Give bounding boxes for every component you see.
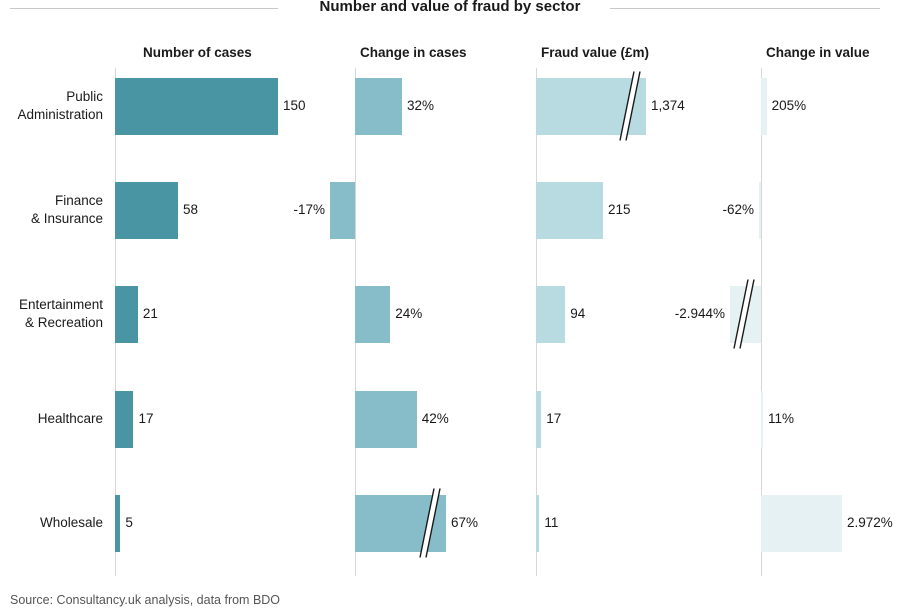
zero-axis-change-value bbox=[761, 68, 762, 576]
value-label-fraud-value: 94 bbox=[570, 306, 586, 321]
value-label-change-cases: 32% bbox=[407, 98, 435, 113]
value-label-fraud-value: 1,374 bbox=[651, 98, 685, 113]
value-label-change-value: -62% bbox=[722, 202, 754, 217]
value-label-fraud-value: 11 bbox=[544, 515, 559, 530]
bar-change-cases bbox=[330, 181, 355, 239]
bar-change-cases bbox=[355, 494, 446, 552]
category-label-line: Finance bbox=[54, 193, 103, 208]
bar-fraud-value bbox=[536, 494, 540, 552]
title-rule-right bbox=[610, 8, 880, 9]
category-label-line: Entertainment bbox=[18, 297, 103, 312]
chart-title: Number and value of fraud by sector bbox=[319, 0, 581, 15]
column-header-change-cases: Change in cases bbox=[360, 45, 467, 60]
bar-fraud-value bbox=[536, 181, 603, 239]
bar-change-value bbox=[759, 181, 761, 239]
category-label-line: Healthcare bbox=[37, 411, 103, 426]
column-header-fraud-value: Fraud value (£m) bbox=[541, 45, 650, 60]
bar-change-cases bbox=[355, 390, 417, 448]
value-label-cases: 5 bbox=[125, 515, 133, 530]
bar-change-value bbox=[761, 390, 763, 448]
bar-change-cases bbox=[355, 77, 402, 135]
bar-cases bbox=[115, 77, 278, 135]
bar-change-value bbox=[761, 494, 842, 552]
value-label-change-value: 11% bbox=[768, 411, 795, 426]
value-label-change-cases: 67% bbox=[451, 515, 479, 530]
value-label-change-value: 2.972% bbox=[847, 515, 893, 530]
source-note: Source: Consultancy.uk analysis, data fr… bbox=[10, 593, 281, 607]
category-label: Public Administration bbox=[17, 88, 103, 124]
value-label-cases: 17 bbox=[138, 411, 154, 426]
bar-change-cases bbox=[355, 285, 391, 343]
column-header-change-value: Change in value bbox=[766, 45, 870, 60]
value-label-fraud-value: 215 bbox=[608, 202, 631, 217]
bar-change-value bbox=[730, 285, 761, 343]
category-label-line: Public bbox=[66, 89, 103, 104]
value-label-fraud-value: 17 bbox=[546, 411, 562, 426]
category-label-line: & Insurance bbox=[30, 211, 103, 226]
bar-cases bbox=[115, 390, 134, 448]
bar-cases bbox=[115, 494, 121, 552]
category-label: Entertainment & Recreation bbox=[19, 296, 103, 332]
value-label-change-cases: 24% bbox=[395, 306, 423, 321]
value-label-change-value: 205% bbox=[771, 98, 807, 113]
value-label-cases: 150 bbox=[283, 98, 306, 113]
bar-cases bbox=[115, 181, 179, 239]
category-label-line: Wholesale bbox=[39, 515, 103, 530]
bar-fraud-value bbox=[536, 77, 646, 135]
value-label-change-cases: 42% bbox=[421, 411, 449, 426]
category-label-line: Administration bbox=[17, 107, 103, 122]
value-label-change-value: -2.944% bbox=[674, 306, 725, 321]
value-label-cases: 21 bbox=[142, 306, 158, 321]
category-label-line: & Recreation bbox=[24, 315, 103, 330]
bar-change-value bbox=[761, 77, 767, 135]
value-label-change-cases: -17% bbox=[293, 202, 326, 217]
value-label-cases: 58 bbox=[183, 202, 199, 217]
category-label: Finance & Insurance bbox=[31, 192, 103, 228]
bar-cases bbox=[115, 285, 138, 343]
category-label: Wholesale bbox=[40, 514, 103, 532]
title-rule-left bbox=[10, 8, 278, 9]
category-label: Healthcare bbox=[38, 410, 103, 428]
bar-fraud-value bbox=[536, 285, 566, 343]
bar-fraud-value bbox=[536, 390, 542, 448]
column-header-cases: Number of cases bbox=[143, 45, 252, 60]
